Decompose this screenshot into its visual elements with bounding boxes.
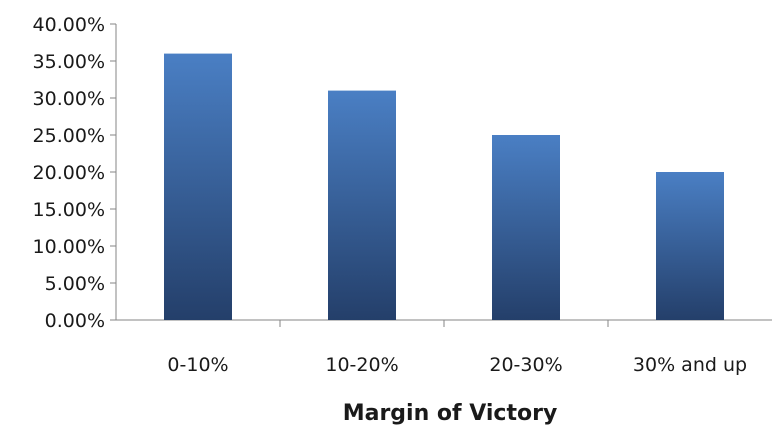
y-tick-label: 20.00%: [33, 162, 105, 184]
y-axis: 0.00% 5.00% 10.00% 15.00% 20.00% 25.00% 30.00%…: [33, 14, 117, 332]
x-axis: [116, 319, 772, 327]
x-axis-title: Margin of Victory: [343, 401, 558, 426]
y-tick-label: 40.00%: [33, 14, 105, 36]
y-tick-label: 0.00%: [45, 310, 105, 332]
bar-30-and-up: [656, 172, 724, 320]
y-tick-label: 10.00%: [33, 236, 105, 258]
y-tick-label: 5.00%: [45, 273, 105, 295]
bar-10-20: [328, 90, 396, 320]
x-tick-labels: 0-10% 10-20% 20-30% 30% and up: [167, 354, 747, 376]
bars: [164, 53, 724, 320]
x-tick-label: 10-20%: [325, 354, 398, 376]
x-tick-label: 20-30%: [489, 354, 562, 376]
y-tick-label: 35.00%: [33, 51, 105, 73]
x-tick-label: 30% and up: [633, 354, 747, 376]
y-tick-label: 15.00%: [33, 199, 105, 221]
y-tick-label: 30.00%: [33, 88, 105, 110]
bar-0-10: [164, 53, 232, 320]
y-tick-label: 25.00%: [33, 125, 105, 147]
bar-20-30: [492, 135, 560, 320]
x-tick-label: 0-10%: [167, 354, 228, 376]
